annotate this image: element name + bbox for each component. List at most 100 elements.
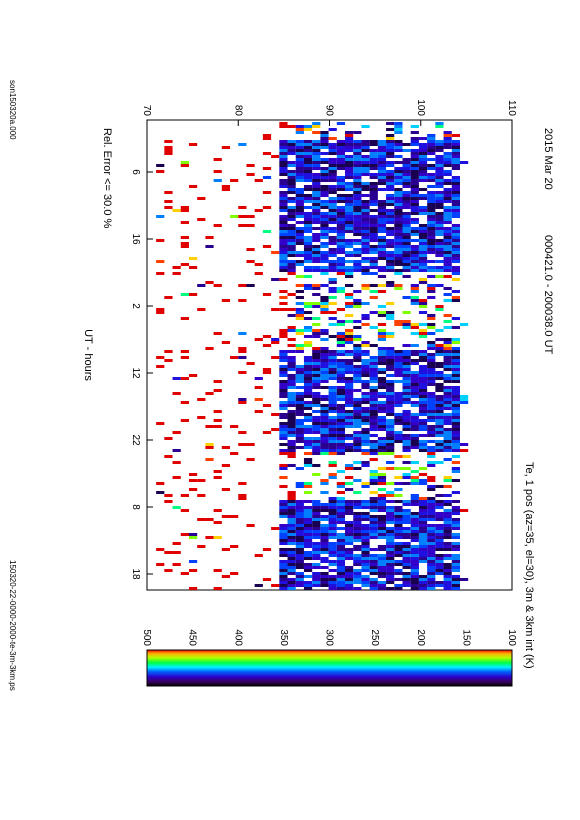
heatmap-cell (369, 248, 378, 251)
heatmap-cell (451, 461, 460, 464)
heatmap-cell (386, 311, 395, 314)
heatmap-cell (386, 335, 395, 338)
heatmap-cell (427, 152, 436, 155)
heatmap-cell (369, 497, 378, 500)
heatmap-cell (287, 149, 296, 152)
heatmap-cell (435, 539, 444, 542)
heatmap-cell (303, 356, 313, 359)
heatmap-cell (443, 404, 452, 407)
heatmap-cell (402, 542, 411, 545)
heatmap-cell (410, 179, 419, 182)
heatmap-cell (443, 230, 452, 233)
heatmap-cell (287, 152, 296, 155)
heatmap-cell (345, 353, 354, 356)
heatmap-cell (427, 578, 436, 581)
heatmap-cell (287, 212, 296, 215)
heatmap-cell (443, 392, 452, 395)
heatmap-cell (312, 206, 321, 209)
heatmap-cell (353, 197, 362, 200)
heatmap-cell (451, 386, 460, 389)
heatmap-cell (451, 350, 460, 353)
heatmap-cell (312, 323, 321, 326)
heatmap-cell (369, 401, 378, 404)
heatmap-cell (451, 269, 460, 272)
heatmap-cell (336, 437, 346, 440)
heatmap-cell (386, 515, 395, 518)
heatmap-cell (361, 386, 370, 389)
heatmap-cell (287, 509, 296, 512)
heatmap-cell (164, 200, 173, 203)
heatmap-cell (303, 164, 313, 167)
heatmap-cell (443, 314, 452, 317)
heatmap-cell (435, 350, 444, 353)
heatmap-cell (418, 389, 428, 392)
heatmap-cell (377, 545, 387, 548)
heatmap-cell (320, 503, 329, 506)
heatmap-cell (295, 503, 304, 506)
heatmap-cell (328, 317, 337, 320)
heatmap-cell (369, 371, 378, 374)
heatmap-cell (451, 542, 460, 545)
heatmap-cell (394, 206, 403, 209)
heatmap-cell (377, 533, 387, 536)
heatmap-cell (287, 410, 296, 413)
heatmap-cell (410, 191, 419, 194)
heatmap-cell (303, 383, 313, 386)
heatmap-cell (427, 587, 436, 590)
heatmap-cell (295, 152, 304, 155)
heatmap-cell (345, 446, 354, 449)
heatmap-cell (345, 260, 354, 263)
heatmap-cell (443, 395, 452, 398)
heatmap-cell (328, 452, 337, 455)
heatmap-cell (312, 509, 321, 512)
heatmap-cell (361, 461, 370, 464)
heatmap-cell (410, 212, 419, 215)
heatmap-cell (418, 497, 428, 500)
heatmap-cell (402, 413, 411, 416)
colorbar-tick-label: 100 (506, 629, 517, 646)
heatmap-cell (287, 365, 296, 368)
heatmap-cell (345, 410, 354, 413)
heatmap-cell (345, 350, 354, 353)
heatmap-cell (394, 221, 403, 224)
heatmap-cell (295, 386, 304, 389)
heatmap-cell (320, 212, 329, 215)
heatmap-cell (312, 443, 321, 446)
heatmap-cell (418, 530, 428, 533)
heatmap-cell (164, 569, 173, 572)
heatmap-cell (312, 200, 321, 203)
heatmap-cell (238, 497, 247, 500)
heatmap-cell (410, 251, 419, 254)
heatmap-cell (279, 566, 288, 569)
heatmap-cell (410, 401, 419, 404)
heatmap-cell (295, 140, 304, 143)
heatmap-cell (271, 428, 280, 431)
heatmap-cell (394, 176, 403, 179)
heatmap-cell (427, 209, 436, 212)
heatmap-cell (303, 419, 313, 422)
heatmap-cell (410, 572, 419, 575)
heatmap-cell (254, 272, 263, 275)
heatmap-cell (427, 476, 436, 479)
heatmap-cell (427, 512, 436, 515)
heatmap-cell (418, 299, 428, 302)
heatmap-cell (418, 524, 428, 527)
heatmap-cell (443, 536, 452, 539)
heatmap-cell (418, 251, 428, 254)
heatmap-cell (361, 578, 370, 581)
heatmap-cell (303, 380, 313, 383)
heatmap-cell (353, 515, 362, 518)
heatmap-cell (410, 164, 419, 167)
heatmap-cell (336, 389, 346, 392)
heatmap-cell (353, 548, 362, 551)
heatmap-cell (320, 362, 329, 365)
heatmap-cell (303, 212, 313, 215)
heatmap-cell (394, 416, 403, 419)
heatmap-cell (361, 146, 370, 149)
heatmap-cell (320, 407, 329, 410)
heatmap-cell (353, 263, 362, 266)
heatmap-cell (394, 155, 403, 158)
heatmap-cell (427, 575, 436, 578)
heatmap-cell (361, 350, 370, 353)
heatmap-cell (377, 572, 387, 575)
